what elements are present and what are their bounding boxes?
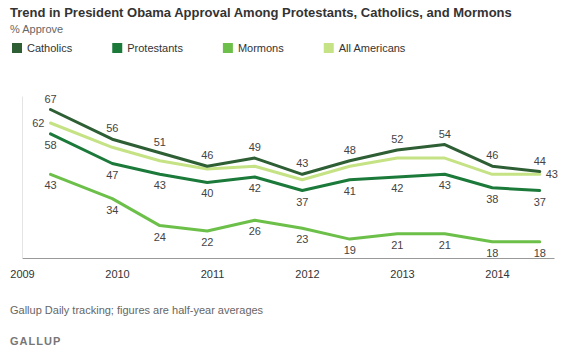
- chart: Trend in President Obama Approval Among …: [0, 0, 568, 354]
- legend: Catholics Protestants Mormons All Americans: [12, 42, 406, 54]
- data-label: 43: [439, 179, 451, 191]
- data-label: 41: [344, 185, 356, 197]
- data-label: 18: [534, 247, 546, 259]
- data-label: 23: [296, 233, 308, 245]
- x-tick-label: 2011: [201, 268, 225, 280]
- title: Trend in President Obama Approval Among …: [10, 5, 512, 20]
- legend-swatch: [223, 43, 233, 53]
- note: Gallup Daily tracking; figures are half-…: [10, 304, 264, 316]
- legend-swatch: [324, 43, 334, 53]
- legend-item: Catholics: [12, 42, 73, 54]
- legend-item: All Americans: [324, 42, 406, 54]
- x-tick: 2011: [201, 258, 225, 280]
- data-label: 38: [486, 193, 498, 205]
- data-label: 43: [296, 157, 308, 169]
- x-tick-label: 2010: [105, 268, 129, 280]
- data-label: 48: [344, 144, 356, 156]
- data-label: 51: [154, 136, 166, 148]
- series-line: [51, 174, 540, 242]
- data-label: 49: [249, 141, 261, 153]
- legend-label: Protestants: [127, 42, 183, 54]
- y-axis-line: [22, 97, 23, 259]
- data-label: 58: [44, 139, 56, 151]
- data-label: 67: [44, 93, 56, 105]
- legend-label: Mormons: [238, 42, 284, 54]
- data-label: 46: [201, 149, 213, 161]
- x-tick: 2009: [10, 258, 34, 280]
- y-axis: [22, 97, 23, 259]
- x-axis: 2009 2010 2011 2012 2013 2014: [10, 258, 554, 280]
- legend-label: Catholics: [27, 42, 73, 54]
- x-axis-line: [23, 258, 555, 259]
- x-tick-label: 2009: [10, 268, 34, 280]
- data-label: 37: [296, 196, 308, 208]
- data-label: 21: [391, 239, 403, 251]
- data-label: 46: [486, 149, 498, 161]
- legend-item: Protestants: [112, 42, 183, 54]
- data-label: 43: [154, 179, 166, 191]
- legend-label: All Americans: [339, 42, 406, 54]
- data-labels: 67 56 51 46 49 43 48 52 54 46 44 58 47 43 40 42 37 41 42 43…: [32, 93, 558, 259]
- data-label: 40: [201, 187, 213, 199]
- data-label: 43: [546, 168, 558, 180]
- data-label: 44: [534, 155, 546, 167]
- x-tick: 2014: [485, 258, 509, 280]
- x-tick: 2013: [390, 258, 414, 280]
- plot-area: [51, 110, 540, 242]
- data-label: 18: [486, 247, 498, 259]
- subtitle: % Approve: [10, 23, 63, 35]
- data-label: 43: [44, 179, 56, 191]
- data-label: 56: [106, 122, 118, 134]
- data-label: 62: [32, 117, 44, 129]
- x-tick-label: 2013: [390, 268, 414, 280]
- data-label: 26: [249, 225, 261, 237]
- data-label: 47: [106, 169, 118, 181]
- series-line: [51, 110, 540, 175]
- x-tick-label: 2014: [485, 268, 509, 280]
- data-label: 19: [344, 244, 356, 256]
- x-tick-label: 2012: [295, 268, 319, 280]
- data-label: 42: [391, 182, 403, 194]
- legend-item: Mormons: [223, 42, 284, 54]
- data-label: 24: [154, 231, 166, 243]
- data-label: 37: [534, 196, 546, 208]
- data-label: 34: [106, 204, 118, 216]
- data-label: 21: [439, 239, 451, 251]
- x-tick: 2010: [105, 258, 129, 280]
- legend-swatch: [112, 43, 122, 53]
- data-label: 52: [391, 133, 403, 145]
- data-label: 42: [249, 182, 261, 194]
- x-tick: 2012: [295, 258, 319, 280]
- legend-swatch: [12, 43, 22, 53]
- data-label: 22: [201, 236, 213, 248]
- source: GALLUP: [10, 335, 61, 347]
- data-label: 54: [439, 128, 451, 140]
